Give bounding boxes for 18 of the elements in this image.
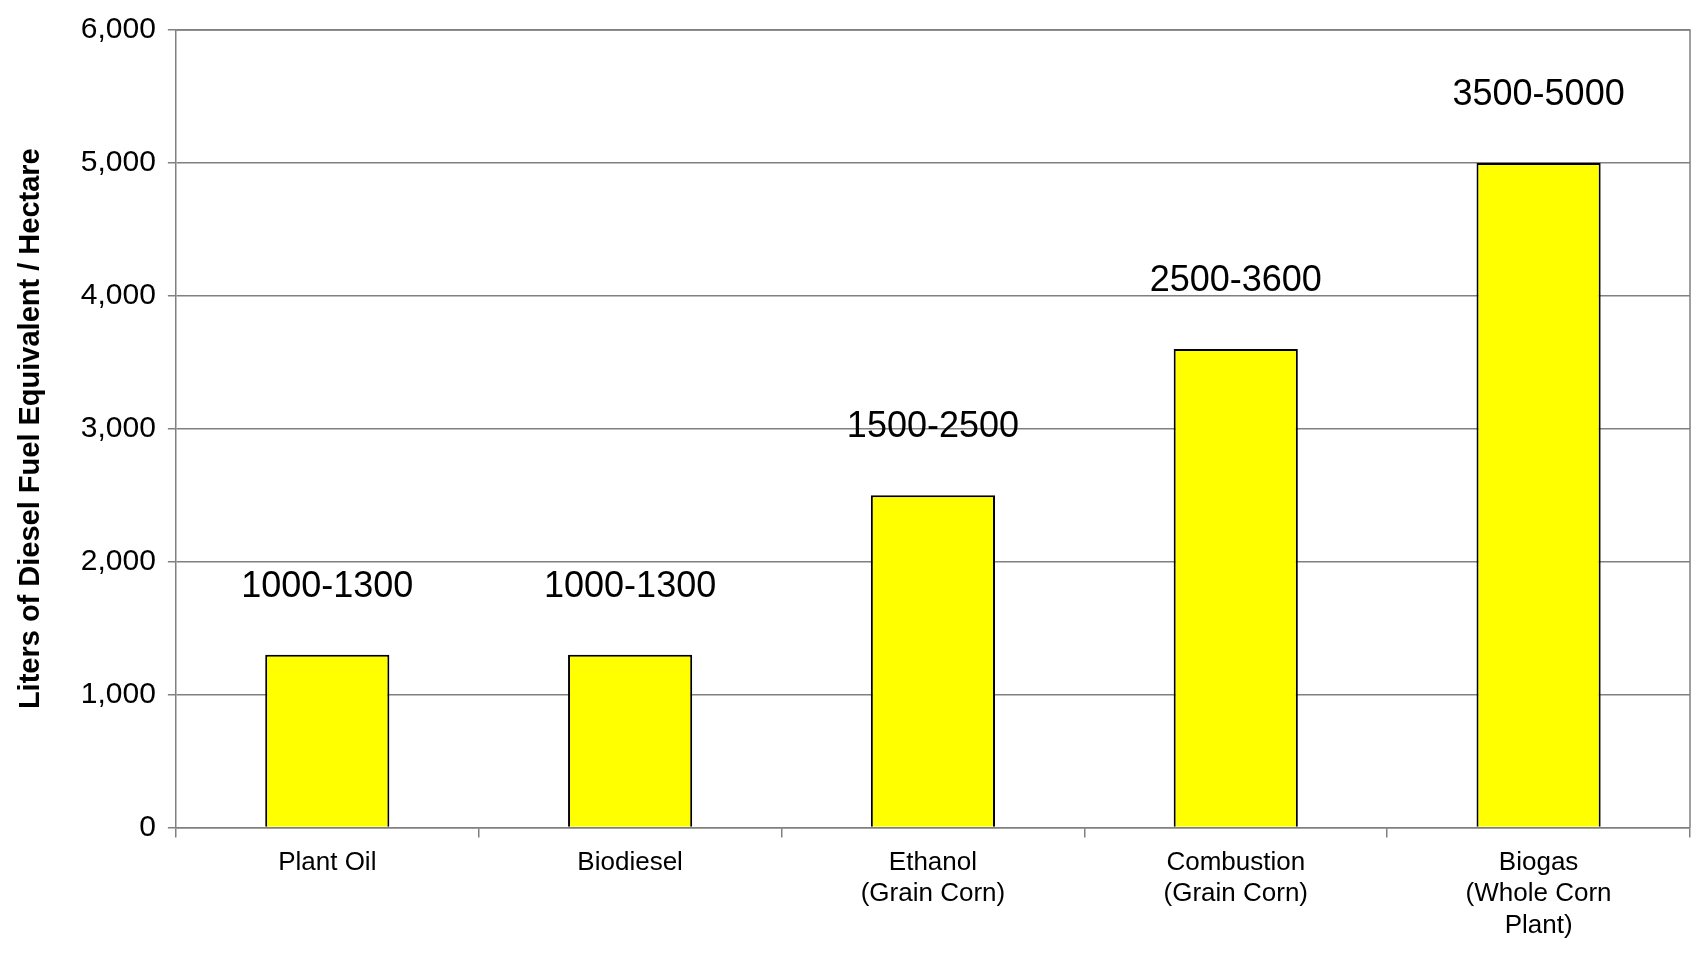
y-tick-label: 4,000 xyxy=(80,277,156,311)
x-tick-label: Biodiesel xyxy=(577,846,683,877)
data-label: 2500-3600 xyxy=(1149,257,1322,299)
y-tick-label: 0 xyxy=(139,808,156,842)
y-tick-label: 1,000 xyxy=(80,675,156,709)
data-label: 1500-2500 xyxy=(846,404,1020,446)
x-tick-label: Biogas (Whole Corn Plant) xyxy=(1465,846,1612,939)
x-tick-label: Combustion (Grain Corn) xyxy=(1163,846,1308,908)
y-tick-label: 2,000 xyxy=(80,542,156,576)
y-axis-title: Liters of Diesel Fuel Equivalent / Hectare xyxy=(13,148,46,710)
data-label: 3500-5000 xyxy=(1452,71,1625,113)
data-label: 1000-1300 xyxy=(241,563,414,605)
data-label: 1000-1300 xyxy=(544,563,717,605)
x-tick-label: Ethanol (Grain Corn) xyxy=(860,846,1006,908)
y-tick-label: 3,000 xyxy=(80,409,156,443)
y-tick-label: 5,000 xyxy=(80,144,156,178)
x-tick-label: Plant Oil xyxy=(278,846,377,877)
y-tick-label: 6,000 xyxy=(80,11,156,45)
